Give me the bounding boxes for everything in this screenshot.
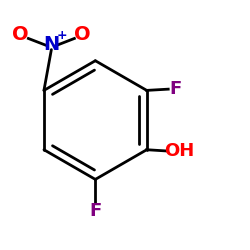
Text: O: O: [74, 25, 91, 44]
Text: +: +: [57, 29, 68, 42]
Text: F: F: [170, 80, 182, 98]
Text: O: O: [12, 25, 28, 44]
Text: OH: OH: [164, 142, 195, 160]
Text: N: N: [43, 35, 60, 54]
Text: F: F: [89, 202, 102, 220]
